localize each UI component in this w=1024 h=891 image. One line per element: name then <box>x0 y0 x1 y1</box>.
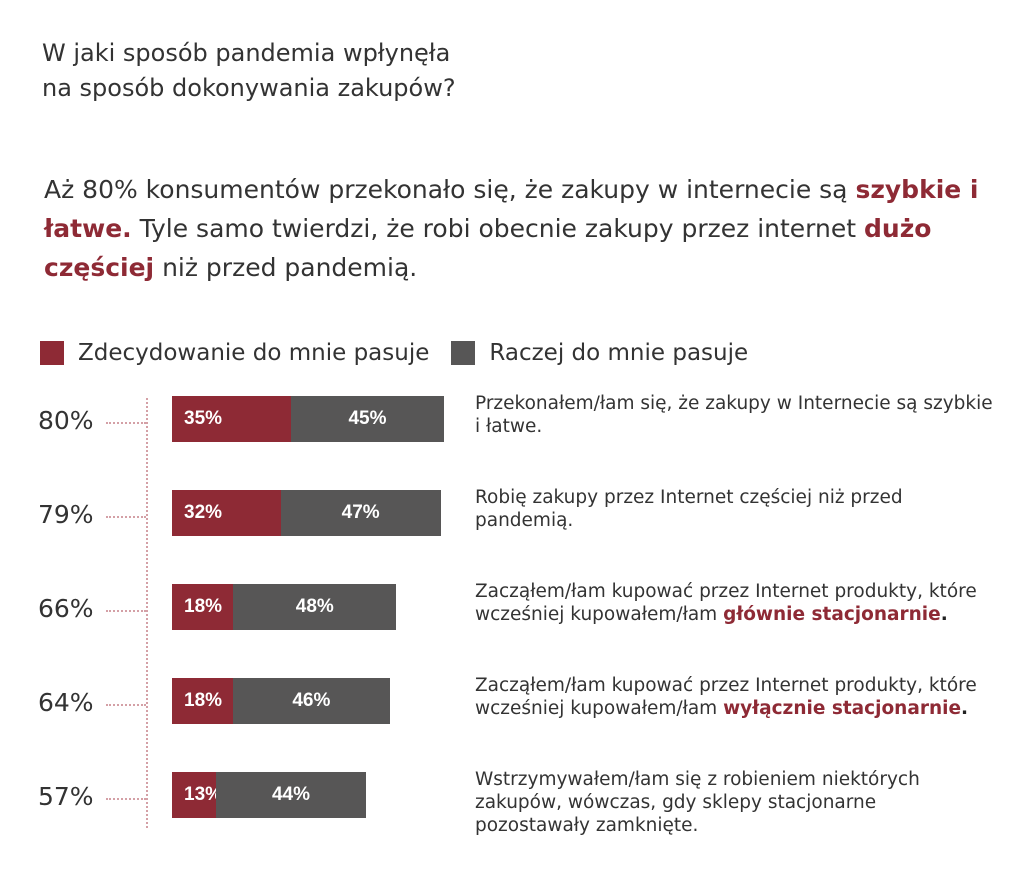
bar-value-label: 32% <box>184 502 223 523</box>
bar-value-label: 18% <box>184 690 223 711</box>
chart-row: 66% 18% 48% Zacząłem/łam kupować przez Inte… <box>0 581 1024 644</box>
bar-segment-series-1: 18% <box>172 678 234 724</box>
leader-line <box>106 422 146 424</box>
legend-item-series-1: Zdecydowanie do mnie pasuje <box>40 340 429 366</box>
chart-row: 79% 32% 47% Robię zakupy przez Internet czę… <box>0 487 1024 550</box>
category-text: Zacząłem/łam kupować przez Internet prod… <box>475 675 977 719</box>
legend: Zdecydowanie do mnie pasuje Raczej do mn… <box>40 336 770 370</box>
intro-paragraph: Aż 80% konsumentów przekonało się, że za… <box>44 170 994 287</box>
axis-dotted-line <box>146 398 148 828</box>
leader-line <box>106 516 146 518</box>
bar-value-label: 35% <box>184 408 223 429</box>
stacked-bar: 32% 47% <box>172 490 441 536</box>
bar-value-label: 44% <box>271 784 310 805</box>
chart-row: 64% 18% 46% Zacząłem/łam kupować przez Inte… <box>0 675 1024 738</box>
bar-value-label: 45% <box>348 408 387 429</box>
category-label: Zacząłem/łam kupować przez Internet prod… <box>475 580 995 626</box>
stacked-bar: 35% 45% <box>172 396 444 442</box>
legend-swatch-series-1 <box>40 341 64 365</box>
bar-value-label: 13% <box>184 784 223 805</box>
intro-highlight-1: szybkie i łatwe. <box>44 175 979 243</box>
legend-swatch-series-2 <box>451 341 476 365</box>
bar-segment-series-1: 13% <box>172 772 222 818</box>
category-label: Zacząłem/łam kupować przez Internet prod… <box>475 674 995 720</box>
chart-row: 57% 13% 44% Wstrzymywałem/łam się z robieni… <box>0 769 1024 836</box>
bar-segment-series-2: 47% <box>280 490 441 536</box>
bar-segment-series-2: 45% <box>291 396 444 442</box>
bar-segment-series-2: 48% <box>233 584 397 630</box>
category-label: Wstrzymywałem/łam się z robieniem niektó… <box>475 768 995 837</box>
stacked-bar: 18% 46% <box>172 678 390 724</box>
intro-highlight-2: dużo częściej <box>44 214 932 282</box>
bar-segment-series-1: 32% <box>172 490 281 536</box>
category-label: Przekonałem/łam się, że zakupy w Interne… <box>475 392 995 438</box>
chart-title: W jaki sposób pandemia wpłynęła na sposó… <box>42 36 742 106</box>
category-emphasis: wyłącznie stacjonarnie <box>723 698 962 719</box>
category-text: Robię zakupy przez Internet częściej niż… <box>475 487 903 531</box>
intro-text-3: niż przed pandemią. <box>154 253 418 282</box>
title-line-1: W jaki sposób pandemia wpłynęła <box>42 39 451 67</box>
stacked-bar: 18% 48% <box>172 584 397 630</box>
category-emphasis: głównie stacjonarnie <box>723 604 941 625</box>
legend-label-series-1: Zdecydowanie do mnie pasuje <box>78 340 430 366</box>
leader-line <box>106 610 146 612</box>
chart-row: 80% 35% 45% Przekonałem/łam się, że zakupy … <box>0 393 1024 456</box>
bar-segment-series-1: 35% <box>172 396 291 442</box>
bar-segment-series-1: 18% <box>172 584 234 630</box>
stacked-bar: 13% 44% <box>172 772 366 818</box>
total-label: 57% <box>38 782 94 811</box>
total-label: 64% <box>38 688 94 717</box>
legend-label-series-2: Raczej do mnie pasuje <box>489 340 749 366</box>
legend-item-series-2: Raczej do mnie pasuje <box>451 340 748 366</box>
leader-line <box>106 704 146 706</box>
bar-value-label: 46% <box>292 690 331 711</box>
bar-value-label: 47% <box>341 502 380 523</box>
total-label: 66% <box>38 594 94 623</box>
total-label: 80% <box>38 406 94 435</box>
intro-text-2: Tyle samo twierdzi, że robi obecnie zaku… <box>131 214 864 243</box>
bar-segment-series-2: 46% <box>233 678 390 724</box>
intro-text-1: Aż 80% konsumentów przekonało się, że za… <box>44 175 856 204</box>
title-line-2: na sposób dokonywania zakupów? <box>42 74 456 102</box>
total-label: 79% <box>38 500 94 529</box>
leader-line <box>106 798 146 800</box>
bar-value-label: 18% <box>184 596 223 617</box>
bar-value-label: 48% <box>295 596 334 617</box>
category-text: Wstrzymywałem/łam się z robieniem niektó… <box>475 769 920 836</box>
bar-segment-series-2: 44% <box>216 772 366 818</box>
category-text: Przekonałem/łam się, że zakupy w Interne… <box>475 393 993 437</box>
category-end: . <box>940 604 948 625</box>
category-end: . <box>961 698 969 719</box>
category-text: Zacząłem/łam kupować przez Internet prod… <box>475 581 977 625</box>
category-label: Robię zakupy przez Internet częściej niż… <box>475 486 995 532</box>
